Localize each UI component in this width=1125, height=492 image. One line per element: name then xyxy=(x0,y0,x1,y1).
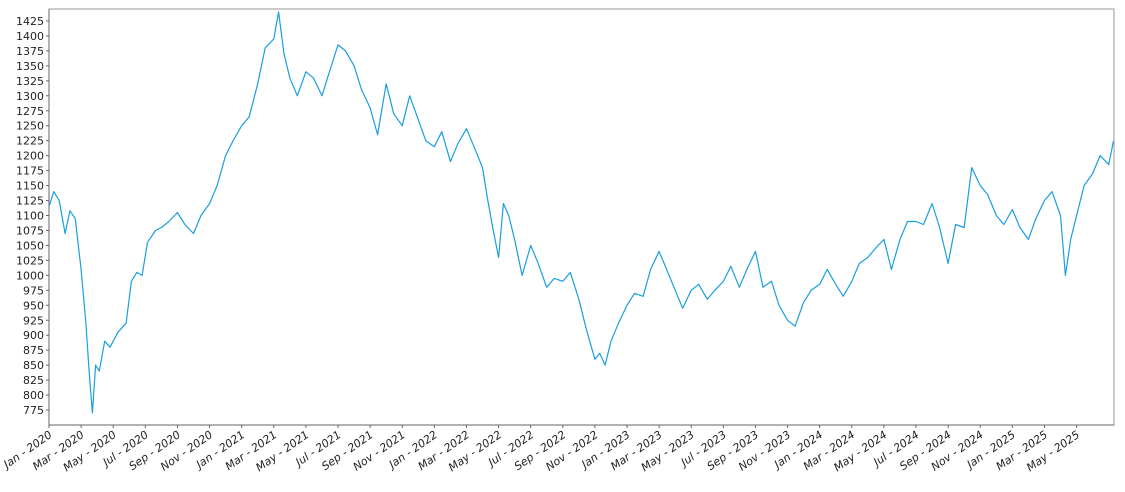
y-tick-label: 1200 xyxy=(16,150,44,163)
y-tick-label: 850 xyxy=(23,359,44,372)
y-tick-label: 1125 xyxy=(16,195,44,208)
y-axis-ticks: 775 800 825 850 875 900 925 950 975 1000 1025 1050 1… xyxy=(16,15,49,417)
y-tick-label: 800 xyxy=(23,389,44,402)
y-tick-label: 1100 xyxy=(16,210,44,223)
y-tick-label: 1350 xyxy=(16,60,44,73)
y-tick-label: 1400 xyxy=(16,30,44,43)
y-tick-label: 1300 xyxy=(16,90,44,103)
y-tick-label: 1175 xyxy=(16,165,44,178)
y-tick-label: 875 xyxy=(23,344,44,357)
y-tick-label: 1150 xyxy=(16,180,44,193)
y-tick-label: 950 xyxy=(23,299,44,312)
y-tick-label: 1375 xyxy=(16,45,44,58)
y-tick-label: 1075 xyxy=(16,224,44,237)
y-tick-label: 1025 xyxy=(16,254,44,267)
y-tick-label: 900 xyxy=(23,329,44,342)
y-tick-label: 925 xyxy=(23,314,44,327)
series-line xyxy=(48,11,1115,414)
y-tick-label: 1000 xyxy=(16,269,44,282)
y-tick-label: 825 xyxy=(23,374,44,387)
y-tick-label: 1325 xyxy=(16,75,44,88)
y-tick-label: 775 xyxy=(23,404,44,417)
y-tick-label: 1225 xyxy=(16,135,44,148)
y-tick-label: 1275 xyxy=(16,105,44,118)
y-tick-label: 1250 xyxy=(16,120,44,133)
y-tick-label: 975 xyxy=(23,284,44,297)
y-tick-label: 1425 xyxy=(16,15,44,28)
y-tick-label: 1050 xyxy=(16,239,44,252)
plot-frame xyxy=(48,8,1115,426)
